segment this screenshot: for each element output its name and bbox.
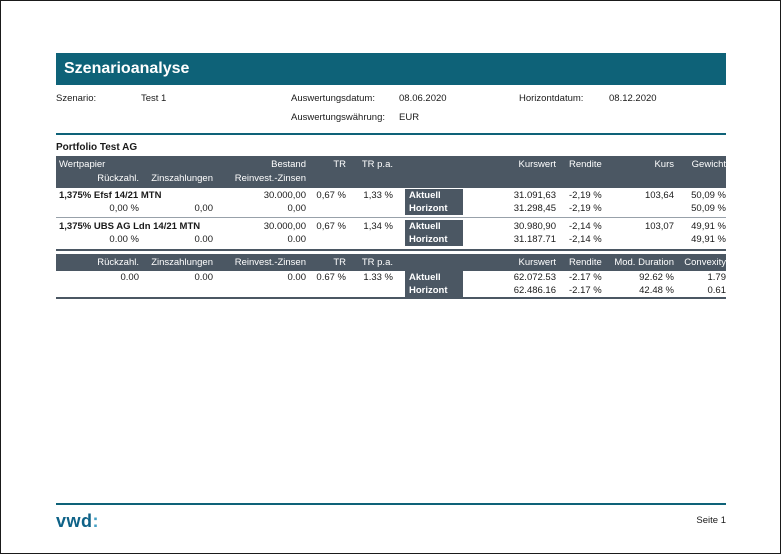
scenario-value: Test 1 xyxy=(141,93,167,104)
summary-horizont-mod-duration: 42.48 % xyxy=(639,285,674,296)
row-label-aktuell: Aktuell xyxy=(409,190,441,201)
row-label-cell: Aktuell Horizont xyxy=(405,220,463,246)
eval-date-value: 08.06.2020 xyxy=(399,93,447,104)
position-reinvest: 0.00 xyxy=(287,234,307,245)
eval-date-label: Auswertungsdatum: xyxy=(291,93,375,104)
summary-horizont-convexity: 0.61 xyxy=(707,285,727,296)
position-row: 1,375% UBS AG Ldn 14/21 MTN 30.000,00 0,… xyxy=(56,219,726,247)
aktuell-rendite: -2,19 % xyxy=(569,190,602,201)
scenario-label: Szenario: xyxy=(56,93,97,104)
summary-tr: 0.67 % xyxy=(316,272,346,283)
position-bestand: 30.000,00 xyxy=(263,221,306,232)
horizont-kurswert: 31.187.71 xyxy=(513,234,556,245)
col-header-tr-pa: TR p.a. xyxy=(361,159,393,170)
summary-section: Rückzahl. Zinszahlungen Reinvest.-Zinsen… xyxy=(56,254,726,297)
col-header-reinvest: Reinvest.-Zinsen xyxy=(234,173,306,184)
position-reinvest: 0,00 xyxy=(287,203,307,214)
summary-header-band xyxy=(56,254,726,271)
position-zinszahlungen: 0,00 xyxy=(194,203,214,214)
row-label-horizont: Horizont xyxy=(409,234,448,245)
table-bottom-border xyxy=(56,249,726,251)
row-label-horizont: Horizont xyxy=(409,203,448,214)
position-rueckzahl: 0.00 % xyxy=(109,234,139,245)
col-header-convexity: Convexity xyxy=(684,257,726,268)
horizont-rendite: -2,14 % xyxy=(569,234,602,245)
row-label-aktuell: Aktuell xyxy=(409,221,441,232)
vwd-logo: vwd: xyxy=(56,511,99,531)
position-row: 1,375% Efsf 14/21 MTN 30.000,00 0,67 % 1… xyxy=(56,188,726,216)
aktuell-kurs: 103,07 xyxy=(644,221,674,232)
summary-aktuell-mod-duration: 92.62 % xyxy=(639,272,674,283)
col-header-tr-pa: TR p.a. xyxy=(361,257,393,268)
col-header-reinvest: Reinvest.-Zinsen xyxy=(234,257,306,268)
aktuell-rendite: -2,14 % xyxy=(569,221,602,232)
table-header: Wertpapier Bestand TR TR p.a. Kurswert R… xyxy=(56,156,726,188)
aktuell-gewicht: 49,91 % xyxy=(691,221,726,232)
position-tr-pa: 1,33 % xyxy=(363,190,393,201)
horizont-kurswert: 31.298,45 xyxy=(513,203,556,214)
footer: vwd: Seite 1 xyxy=(56,503,726,531)
col-header-kurswert: Kurswert xyxy=(518,159,556,170)
summary-horizont-kurswert: 62.486.16 xyxy=(513,285,556,296)
aktuell-gewicht: 50,09 % xyxy=(691,190,726,201)
position-tr: 0,67 % xyxy=(316,221,346,232)
summary-aktuell-convexity: 1.79 xyxy=(707,272,727,283)
col-header-mod-duration: Mod. Duration xyxy=(614,257,674,268)
horizon-date-value: 08.12.2020 xyxy=(609,93,657,104)
separator-rule xyxy=(56,133,726,135)
row-label-horizont: Horizont xyxy=(409,285,448,296)
col-header-gewicht: Gewicht xyxy=(691,159,726,170)
aktuell-kurs: 103,64 xyxy=(644,190,674,201)
page-number: Seite 1 xyxy=(696,515,726,526)
col-header-zinszahlungen: Zinszahlungen xyxy=(151,257,213,268)
horizon-date-label: Horizontdatum: xyxy=(519,93,584,104)
currency-label: Auswertungswährung: xyxy=(291,112,385,123)
aktuell-kurswert: 30.980,90 xyxy=(513,221,556,232)
col-header-kurswert: Kurswert xyxy=(518,257,556,268)
col-header-rueckzahl: Rückzahl. xyxy=(97,173,139,184)
horizont-kurs xyxy=(604,202,674,215)
vwd-logo-colon: : xyxy=(92,511,100,531)
summary-tr-pa: 1.33 % xyxy=(363,272,393,283)
row-label-cell: Aktuell Horizont xyxy=(405,271,463,297)
col-header-tr: TR xyxy=(333,159,346,170)
summary-horizont-rendite: -2.17 % xyxy=(569,285,602,296)
summary-bottom-border xyxy=(56,297,726,299)
col-header-bestand: Bestand xyxy=(271,159,306,170)
horizont-gewicht: 50,09 % xyxy=(691,203,726,214)
meta-block: Szenario: Test 1 Auswertungsdatum: 08.06… xyxy=(56,92,726,124)
horizont-kurs xyxy=(604,233,674,246)
col-header-wertpapier: Wertpapier xyxy=(59,159,106,170)
portfolio-title: Portfolio Test AG xyxy=(56,142,138,153)
currency-value: EUR xyxy=(399,112,420,123)
position-tr: 0,67 % xyxy=(316,190,346,201)
row-label-cell: Aktuell Horizont xyxy=(405,189,463,215)
aktuell-kurswert: 31.091,63 xyxy=(513,190,556,201)
position-bestand: 30.000,00 xyxy=(263,190,306,201)
position-name: 1,375% UBS AG Ldn 14/21 MTN xyxy=(59,221,201,232)
row-separator xyxy=(56,217,726,218)
col-header-rueckzahl: Rückzahl. xyxy=(97,257,139,268)
summary-aktuell-rendite: -2.17 % xyxy=(569,272,602,283)
page-title: Szenarioanalyse xyxy=(64,60,190,77)
position-name: 1,375% Efsf 14/21 MTN xyxy=(59,190,162,201)
col-header-rendite: Rendite xyxy=(569,159,602,170)
horizont-rendite: -2,19 % xyxy=(569,203,602,214)
summary-reinvest: 0.00 xyxy=(287,272,307,283)
col-header-tr: TR xyxy=(333,257,346,268)
horizont-gewicht: 49,91 % xyxy=(691,234,726,245)
col-header-kurs: Kurs xyxy=(654,159,674,170)
position-tr-pa: 1,34 % xyxy=(363,221,393,232)
position-rueckzahl: 0,00 % xyxy=(109,203,139,214)
position-zinszahlungen: 0.00 xyxy=(194,234,214,245)
summary-rueckzahl: 0.00 xyxy=(120,272,140,283)
vwd-logo-text: vwd xyxy=(56,511,93,531)
col-header-zinszahlungen: Zinszahlungen xyxy=(151,173,213,184)
col-header-rendite: Rendite xyxy=(569,257,602,268)
title-bar: Szenarioanalyse xyxy=(56,53,726,85)
row-label-aktuell: Aktuell xyxy=(409,272,441,283)
summary-aktuell-kurswert: 62.072.53 xyxy=(513,272,556,283)
summary-zinszahlungen: 0.00 xyxy=(194,272,214,283)
